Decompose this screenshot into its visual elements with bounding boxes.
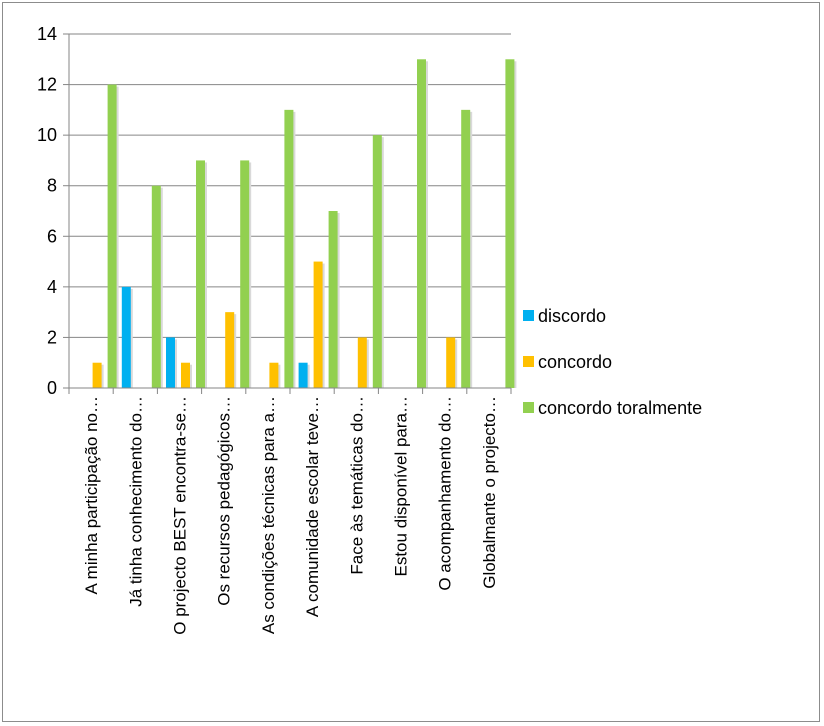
x-tick-label: A comunidade escolar teve… <box>303 396 322 617</box>
bar-concordo-3 <box>181 362 190 388</box>
bar-concordo-6 <box>313 261 323 388</box>
bar-chart: 0 2 4 6 8 10 12 14 A minha participação no… Já t… <box>37 24 702 635</box>
bar-concordo-toralmente-10 <box>505 59 515 389</box>
y-tick-label: 6 <box>47 226 57 246</box>
bar-concordo-toralmente-3 <box>196 160 205 388</box>
x-tick-label: As condições técnicas para a… <box>259 396 278 634</box>
x-tick-label: O projecto BEST encontra-se… <box>171 396 190 635</box>
y-tick-label: 14 <box>37 24 57 44</box>
x-tick-label: Estou disponível para… <box>392 396 411 577</box>
bar-concordo-toralmente-7 <box>372 135 382 388</box>
legend-swatch-concordo <box>523 356 534 367</box>
x-tick-label: Já tinha conhecimento do… <box>126 396 145 607</box>
bar-concordo-1 <box>92 362 102 388</box>
bar-concordo-toralmente-4 <box>240 160 250 388</box>
bar-concordo-toralmente-1 <box>107 84 117 389</box>
bar-concordo-toralmente-5 <box>284 109 294 388</box>
bar-concordo-5 <box>269 362 279 388</box>
x-tick-label: A minha participação no… <box>82 396 101 594</box>
x-tick-label: O acompanhamento do… <box>436 396 455 591</box>
y-tick-label: 12 <box>37 75 57 95</box>
x-tick-label: Os recursos pedagógicos… <box>215 396 234 606</box>
legend-swatch-discordo <box>523 310 534 321</box>
legend-swatch-concordo-toralmente <box>523 402 534 413</box>
y-tick-label: 0 <box>47 378 57 398</box>
bar-concordo-toralmente-2 <box>151 185 161 388</box>
x-tick-labels: A minha participação no… Já tinha conheci… <box>82 396 499 635</box>
y-tick-label: 2 <box>47 327 57 347</box>
bar-concordo-toralmente-6 <box>328 211 338 388</box>
bar-discordo-3 <box>166 337 175 388</box>
y-tick-label: 4 <box>47 277 57 297</box>
bar-concordo-toralmente-8 <box>417 59 426 389</box>
legend: discordo concordo concordo toralmente <box>523 306 702 418</box>
legend-label-concordo-toralmente: concordo toralmente <box>538 398 702 418</box>
x-tick-label: Globalmante o projecto… <box>480 396 499 589</box>
legend-label-discordo: discordo <box>538 306 606 326</box>
y-tick-label: 8 <box>47 176 57 196</box>
x-tick-label: Face às temáticas do… <box>347 396 366 575</box>
bar-concordo-toralmente-9 <box>461 109 471 388</box>
y-tick-labels: 0 2 4 6 8 10 12 14 <box>37 24 57 398</box>
axes <box>68 34 512 394</box>
bar-concordo-9 <box>446 337 456 388</box>
bar-concordo-7 <box>357 337 367 388</box>
legend-label-concordo: concordo <box>538 352 612 372</box>
bar-concordo-4 <box>225 312 235 388</box>
y-tick-label: 10 <box>37 125 57 145</box>
bar-discordo-2 <box>121 286 131 388</box>
bars <box>92 59 517 389</box>
bar-discordo-6 <box>298 362 308 388</box>
